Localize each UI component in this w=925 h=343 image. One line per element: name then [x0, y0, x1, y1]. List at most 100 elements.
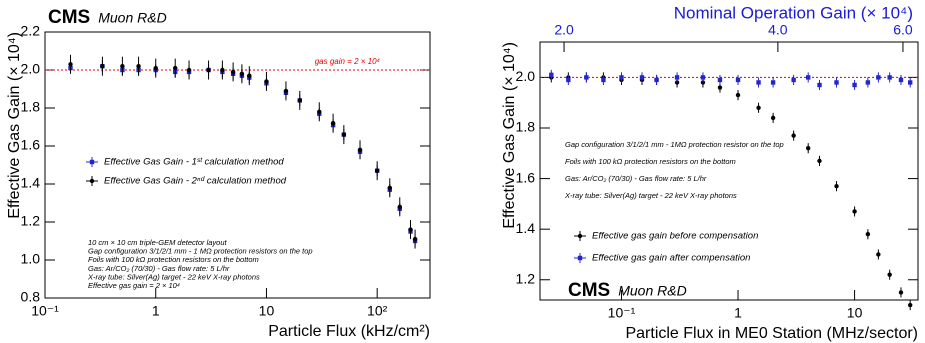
- x2-axis-title: Nominal Operation Gain (× 10⁴): [674, 3, 913, 22]
- data-point: [806, 75, 811, 80]
- x-tick-label: 1: [152, 303, 160, 319]
- data-point: [357, 147, 363, 152]
- data-point: [654, 77, 659, 83]
- data-point: [834, 183, 839, 189]
- note: X-ray tube: Silver(Ag) target - 22 keV X…: [564, 191, 737, 200]
- data-point: [674, 80, 680, 85]
- data-point: [136, 63, 141, 69]
- data-point: [700, 75, 706, 80]
- data-point: [717, 77, 723, 83]
- data-point: [566, 77, 571, 83]
- chart-subtitle: Muon R&D: [98, 10, 166, 26]
- data-point: [584, 75, 589, 80]
- legend-marker: [89, 178, 95, 184]
- data-point: [247, 73, 252, 78]
- data-point: [806, 146, 811, 151]
- y-tick-label: 1.6: [516, 169, 536, 185]
- data-point: [68, 62, 73, 67]
- x-tick-label: 10²: [367, 303, 388, 319]
- legend-label: Effective Gas Gain - 2ⁿᵈ calculation met…: [104, 176, 287, 187]
- legend-marker: [577, 255, 583, 261]
- data-point: [374, 168, 380, 173]
- legend-label: Effective Gas Gain - 1ˢᵗ calculation met…: [104, 157, 284, 168]
- chart-title: CMS: [568, 280, 610, 301]
- chart-subtitle: Muon R&D: [618, 283, 686, 299]
- x-tick-label: 10: [847, 305, 863, 321]
- data-point: [186, 67, 192, 73]
- note: Foils with 100 kΩ protection resistors o…: [88, 255, 259, 264]
- data-point: [619, 75, 624, 80]
- data-point: [408, 227, 413, 232]
- plot-frame: [44, 31, 431, 299]
- data-point: [898, 77, 904, 83]
- note: Effective gas gain = 2 × 10⁴: [88, 281, 180, 290]
- data-point: [834, 80, 839, 85]
- data-point: [206, 67, 211, 73]
- y-axis-title: Effective Gas Gain (× 10⁴): [501, 42, 518, 229]
- x2-tick-label: 2.0: [554, 22, 574, 38]
- data-point: [852, 209, 857, 214]
- data-point: [791, 77, 796, 83]
- data-point: [317, 109, 322, 115]
- data-point: [717, 85, 723, 90]
- note: 10 cm × 10 cm triple-GEM detector layout: [88, 238, 228, 247]
- data-point: [100, 63, 105, 69]
- data-point: [907, 302, 913, 308]
- data-point: [865, 232, 871, 237]
- data-point: [876, 75, 881, 80]
- legend-label: Effective gas gain before compensation: [592, 231, 758, 242]
- data-point: [876, 252, 881, 257]
- data-point: [387, 185, 392, 190]
- y-tick-label: 2.2: [21, 23, 41, 39]
- data-point: [852, 82, 857, 88]
- x-tick-label: 10⁻¹: [608, 305, 636, 321]
- y-tick-label: 1.8: [516, 119, 536, 135]
- y-tick-label: 1.4: [516, 220, 536, 236]
- data-point: [239, 71, 245, 77]
- data-point: [412, 236, 418, 242]
- y-tick-label: 2.0: [516, 68, 536, 84]
- y-tick-label: 1.6: [21, 137, 41, 153]
- y-tick-label: 1.2: [21, 213, 41, 229]
- y-tick-label: 1.2: [516, 270, 536, 286]
- plot-frame: [539, 41, 919, 301]
- data-point: [865, 80, 871, 85]
- data-point: [264, 79, 269, 84]
- data-point: [173, 65, 178, 71]
- data-point: [770, 115, 776, 121]
- data-point: [120, 63, 125, 69]
- data-point: [153, 65, 158, 71]
- data-point: [230, 69, 236, 75]
- y-tick-label: 1.8: [21, 99, 41, 115]
- data-point: [601, 77, 606, 83]
- data-point: [735, 77, 741, 83]
- note: Gap configuration 3/1/2/1 mm - 1 MΩ prot…: [88, 247, 313, 256]
- data-point: [341, 132, 347, 137]
- reference-label: gas gain = 2 × 10⁴: [315, 57, 381, 66]
- data-point: [887, 272, 892, 277]
- y-tick-label: 2.0: [21, 61, 41, 77]
- data-point: [220, 67, 225, 73]
- data-point: [283, 88, 289, 94]
- legend-marker: [89, 159, 95, 165]
- y-tick-label: 1.0: [21, 251, 41, 267]
- x-tick-label: 10⁻¹: [31, 303, 59, 319]
- note: Gas: Ar/CO₂ (70/30) - Gas flow rate: 5 L…: [565, 174, 707, 183]
- data-point: [817, 82, 822, 88]
- note: Foils with 100 kΩ protection resistors o…: [565, 157, 736, 166]
- data-point: [817, 158, 822, 164]
- legend-label: Effective gas gain after compensation: [592, 253, 750, 264]
- x-axis-title: Particle Flux in ME0 Station (MHz/sector…: [625, 325, 918, 342]
- data-point: [397, 204, 402, 209]
- data-point: [791, 133, 796, 138]
- data-point: [907, 80, 913, 85]
- y-tick-label: 0.8: [21, 289, 41, 305]
- note: Gap configuration 3/1/2/1 mm - 1MΩ prote…: [565, 140, 784, 149]
- x-tick-label: 10: [259, 303, 275, 319]
- y-tick-label: 1.4: [21, 175, 41, 191]
- data-point: [330, 121, 336, 126]
- x-axis-title: Particle Flux (kHz/cm²): [268, 323, 430, 340]
- chart-title: CMS: [48, 7, 90, 28]
- data-point: [674, 75, 680, 80]
